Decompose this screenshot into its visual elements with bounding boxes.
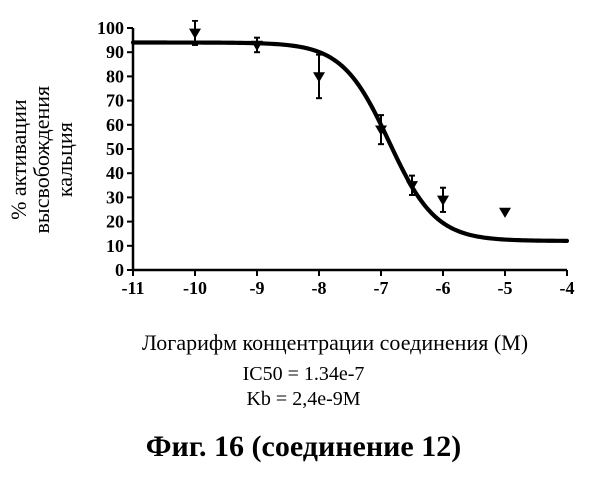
y-axis-label-line2: высвобождения bbox=[29, 86, 54, 234]
ic50-text: IC50 = 1.34e-7 bbox=[243, 363, 365, 385]
plot-area: 0 10 20 30 40 50 60 70 80 90 100 -11 -10 -9 -8 -7 -6 -5 -4 bbox=[95, 20, 575, 300]
svg-text:-7: -7 bbox=[374, 278, 389, 298]
svg-text:-4: -4 bbox=[560, 278, 575, 298]
chart-svg: 0 10 20 30 40 50 60 70 80 90 100 -11 -10 -9 -8 -7 -6 -5 -4 bbox=[95, 20, 575, 300]
kb-text: Kb = 2,4e-9M bbox=[246, 388, 360, 410]
stats-block: IC50 = 1.34e-7 Kb = 2,4e-9M bbox=[0, 362, 607, 412]
svg-text:-10: -10 bbox=[183, 278, 207, 298]
y-axis-label-line3: кальция bbox=[53, 123, 78, 198]
svg-text:30: 30 bbox=[106, 187, 124, 207]
svg-text:100: 100 bbox=[97, 20, 124, 38]
svg-text:90: 90 bbox=[106, 42, 124, 62]
y-axis-label-line1: % активации bbox=[6, 100, 31, 221]
svg-text:10: 10 bbox=[106, 236, 124, 256]
svg-text:-8: -8 bbox=[312, 278, 327, 298]
svg-text:0: 0 bbox=[115, 260, 124, 280]
y-axis-label: % активации высвобождения кальция bbox=[7, 86, 76, 234]
svg-text:40: 40 bbox=[106, 163, 124, 183]
figure-container: % активации высвобождения кальция 0 10 20 3… bbox=[0, 0, 607, 500]
svg-text:-6: -6 bbox=[436, 278, 451, 298]
svg-text:70: 70 bbox=[106, 91, 124, 111]
svg-text:20: 20 bbox=[106, 212, 124, 232]
svg-text:-9: -9 bbox=[250, 278, 265, 298]
x-axis-label: Логарифм концентрации соединения (M) bbox=[95, 330, 575, 356]
svg-text:-5: -5 bbox=[498, 278, 513, 298]
svg-text:80: 80 bbox=[106, 66, 124, 86]
y-axis-label-container: % активации высвобождения кальция bbox=[12, 30, 72, 290]
svg-text:60: 60 bbox=[106, 115, 124, 135]
svg-text:-11: -11 bbox=[121, 278, 144, 298]
svg-text:50: 50 bbox=[106, 139, 124, 159]
figure-caption: Фиг. 16 (соединение 12) bbox=[0, 430, 607, 464]
